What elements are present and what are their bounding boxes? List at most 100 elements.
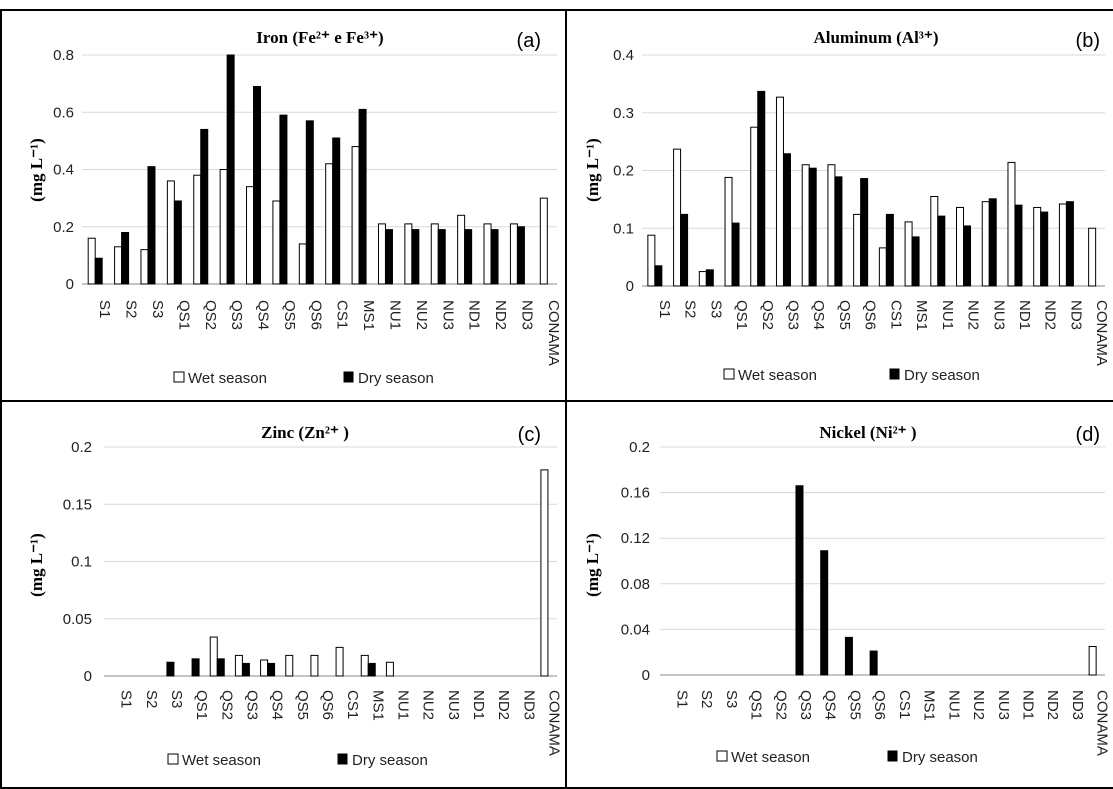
legend-swatch-wet: [716, 750, 728, 762]
bar-wet-qs5: [827, 164, 836, 287]
y-tick-label: 0.3: [613, 105, 634, 122]
x-tick-label: QS6: [871, 690, 888, 720]
x-tick-label: CS1: [344, 690, 361, 719]
y-tick-label: 0.08: [621, 576, 650, 593]
bar-dry-qs5: [834, 176, 843, 287]
legend: Wet season Dry season: [723, 367, 980, 384]
x-tick-label: MS1: [369, 690, 386, 721]
y-axis-label: (mg L⁻¹): [27, 533, 46, 597]
bar-wet-qs1: [724, 176, 733, 287]
bar-dry-qs6: [305, 120, 314, 285]
bar-dry-qs5: [844, 636, 853, 676]
bar-wet-qs4: [801, 164, 810, 287]
bar-wet-cs1: [878, 247, 887, 287]
bar-wet-qs3: [234, 654, 243, 677]
legend-label-wet: Wet season: [731, 749, 810, 766]
bar-dry-nu3: [437, 229, 446, 285]
x-tick-label: NU3: [439, 300, 456, 330]
bar-wet-qs4: [260, 659, 269, 677]
bar-wet-s1: [87, 237, 96, 285]
bar-wet-nu3: [981, 201, 990, 287]
bar-wet-s3: [140, 249, 149, 285]
legend-swatch-dry: [343, 371, 354, 383]
bar-dry-ms1: [358, 108, 367, 285]
panel-label: (b): [1076, 30, 1100, 52]
bar-dry-nd1: [1014, 204, 1023, 287]
x-tick-label: ND3: [518, 300, 535, 330]
bar-dry-qs3: [795, 485, 804, 676]
y-axis-label: (mg L⁻¹): [583, 138, 602, 202]
x-tick-label: S1: [656, 300, 673, 318]
bar-dry-qs2: [757, 90, 766, 287]
legend-swatch-dry: [889, 368, 900, 380]
bar-dry-qs4: [820, 550, 829, 676]
x-tick-label: MS1: [913, 300, 930, 331]
x-tick-label: QS2: [218, 690, 235, 720]
y-tick-label: 0.16: [621, 485, 650, 502]
x-tick-label: QS1: [733, 300, 750, 330]
bar-wet-qs5: [272, 200, 281, 285]
x-tick-label: S3: [149, 300, 166, 318]
bar-dry-nu2: [963, 225, 972, 287]
x-tick-label: S2: [698, 690, 715, 708]
legend-swatch-dry: [887, 750, 898, 762]
chart-panel-zinc: 0 0.05 0.1 0.15 0.2 S1 S2 S3 QS1 QS2 QS3 QS4 QS5 QS6 C…: [27, 423, 562, 769]
bar-dry-nd2: [490, 229, 499, 285]
x-tick-label: S1: [118, 690, 135, 708]
bar-dry-nu1: [384, 229, 393, 285]
x-tick-label: S1: [673, 690, 690, 708]
legend-label-wet: Wet season: [738, 367, 817, 384]
bar-wet-nu3: [430, 223, 439, 285]
bar-wet-cs1: [325, 163, 334, 285]
bar-wet-nd3: [509, 223, 518, 285]
x-tick-label: NU3: [995, 690, 1012, 720]
x-tick-label: NU2: [970, 690, 987, 720]
bar-wet-qs4: [246, 186, 255, 285]
x-tick-label: S2: [682, 300, 699, 318]
legend-swatch-wet: [173, 371, 185, 383]
bar-wet-conama: [539, 197, 548, 285]
panel-title: Zinc (Zn²⁺ ): [261, 423, 349, 442]
bar-wet-nu2: [956, 206, 965, 287]
x-tick-label: ND3: [1067, 300, 1084, 330]
bar-dry-nu2: [411, 229, 420, 285]
x-tick-label: NU1: [939, 300, 956, 330]
x-tick-label: ND3: [520, 690, 537, 720]
y-tick-label: 0.2: [629, 439, 650, 456]
bar-dry-qs4: [808, 167, 817, 287]
legend: Wet season Dry season: [173, 370, 434, 387]
bar-dry-cs1: [885, 213, 894, 287]
x-tick-label: S2: [143, 690, 160, 708]
bar-wet-cs1: [335, 646, 344, 677]
legend: Wet season Dry season: [716, 749, 978, 766]
bar-wet-nu2: [404, 223, 413, 285]
bar-wet-nd3: [1058, 203, 1067, 287]
x-tick-label: QS5: [294, 690, 311, 720]
panel-label: (c): [518, 424, 541, 446]
x-tick-label: QS4: [269, 690, 286, 720]
bar-dry-qs6: [869, 650, 878, 676]
bar-dry-nu1: [937, 215, 946, 287]
bar-wet-qs2: [193, 174, 202, 285]
bar-wet-ms1: [360, 654, 369, 677]
bar-dry-nu3: [988, 198, 997, 287]
x-tick-label: NU2: [413, 300, 430, 330]
bar-dry-s1: [654, 265, 663, 287]
x-tick-label: ND1: [1016, 300, 1033, 330]
bar-wet-conama: [540, 469, 549, 677]
y-tick-label: 0: [84, 668, 92, 685]
bar-wet-nd1: [457, 214, 466, 285]
y-tick-label: 0.04: [621, 621, 650, 638]
bar-dry-s1: [94, 257, 103, 285]
legend-swatch-wet: [167, 753, 179, 765]
x-tick-label: MS1: [921, 690, 938, 721]
panel-title: Aluminum (Al³⁺): [813, 28, 938, 47]
y-tick-label: 0.2: [71, 439, 92, 456]
panels-layer: 0 0.2 0.4 0.6 0.8 S1 S2 S3 QS1 QS2 QS3 QS4 QS5 QS6 CS1…: [27, 28, 1111, 769]
y-axis-label: (mg L⁻¹): [583, 533, 602, 597]
x-tick-label: QS6: [307, 300, 324, 330]
bar-wet-nd2: [483, 223, 492, 285]
x-tick-label: QS5: [846, 690, 863, 720]
bar-wet-qs2: [209, 636, 218, 677]
bar-wet-qs2: [750, 126, 759, 287]
